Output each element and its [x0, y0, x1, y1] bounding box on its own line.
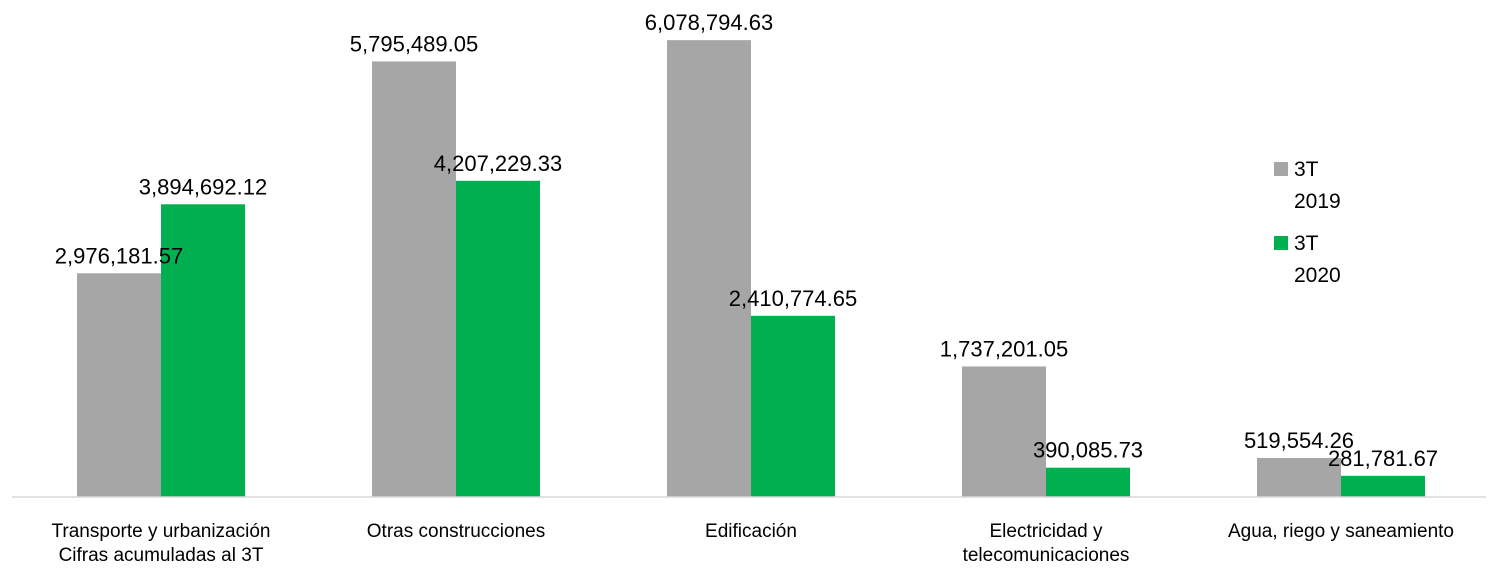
legend-label: 3T — [1294, 232, 1319, 255]
bar-3t-2020-0 — [161, 204, 245, 497]
data-label: 281,781.67 — [1328, 446, 1438, 471]
data-label: 4,207,229.33 — [434, 151, 562, 176]
bar-3t-2019-2 — [667, 40, 751, 498]
data-label: 519,554.26 — [1244, 428, 1354, 453]
legend-label: 3T — [1294, 158, 1319, 181]
data-label: 3,894,692.12 — [139, 174, 267, 199]
category-label: Electricidad y — [990, 521, 1103, 542]
data-label: 1,737,201.05 — [940, 336, 1068, 361]
legend: 3T 2019 3T 2020 — [1274, 158, 1341, 287]
category-label: telecomunicaciones — [963, 545, 1130, 566]
category-label: Edificación — [705, 521, 797, 542]
bar-3t-2020-3 — [1046, 467, 1130, 497]
category-label: Agua, riego y saneamiento — [1228, 521, 1454, 542]
bar-3t-2020-2 — [751, 315, 835, 497]
bar-3t-2020-4 — [1341, 475, 1425, 497]
category-label: Transporte y urbanización — [52, 521, 271, 542]
value-labels-group: 2,976,181.57 3,894,692.12 5,795,489.05 4,20… — [55, 10, 1438, 471]
bar-3t-2019-4 — [1257, 457, 1341, 497]
data-label: 5,795,489.05 — [350, 31, 478, 56]
bar-3t-2019-0 — [77, 273, 161, 497]
bar-3t-2019-1 — [372, 61, 456, 498]
bar-3t-2020-1 — [456, 180, 540, 497]
legend-label: 2020 — [1294, 264, 1341, 287]
legend-swatch-1 — [1274, 236, 1288, 250]
bars-group — [77, 40, 1425, 498]
data-label: 2,976,181.57 — [55, 243, 183, 268]
legend-swatch-0 — [1274, 162, 1288, 176]
data-label: 390,085.73 — [1033, 438, 1143, 463]
data-label: 6,078,794.63 — [645, 10, 773, 35]
bar-3t-2019-3 — [962, 366, 1046, 497]
category-label: Otras construcciones — [367, 521, 545, 542]
category-label: Cifras acumuladas al 3T — [59, 545, 264, 566]
data-label: 2,410,774.65 — [729, 286, 857, 311]
category-labels-group: Transporte y urbanización Cifras acumulad… — [52, 521, 1455, 566]
legend-label: 2019 — [1294, 190, 1341, 213]
